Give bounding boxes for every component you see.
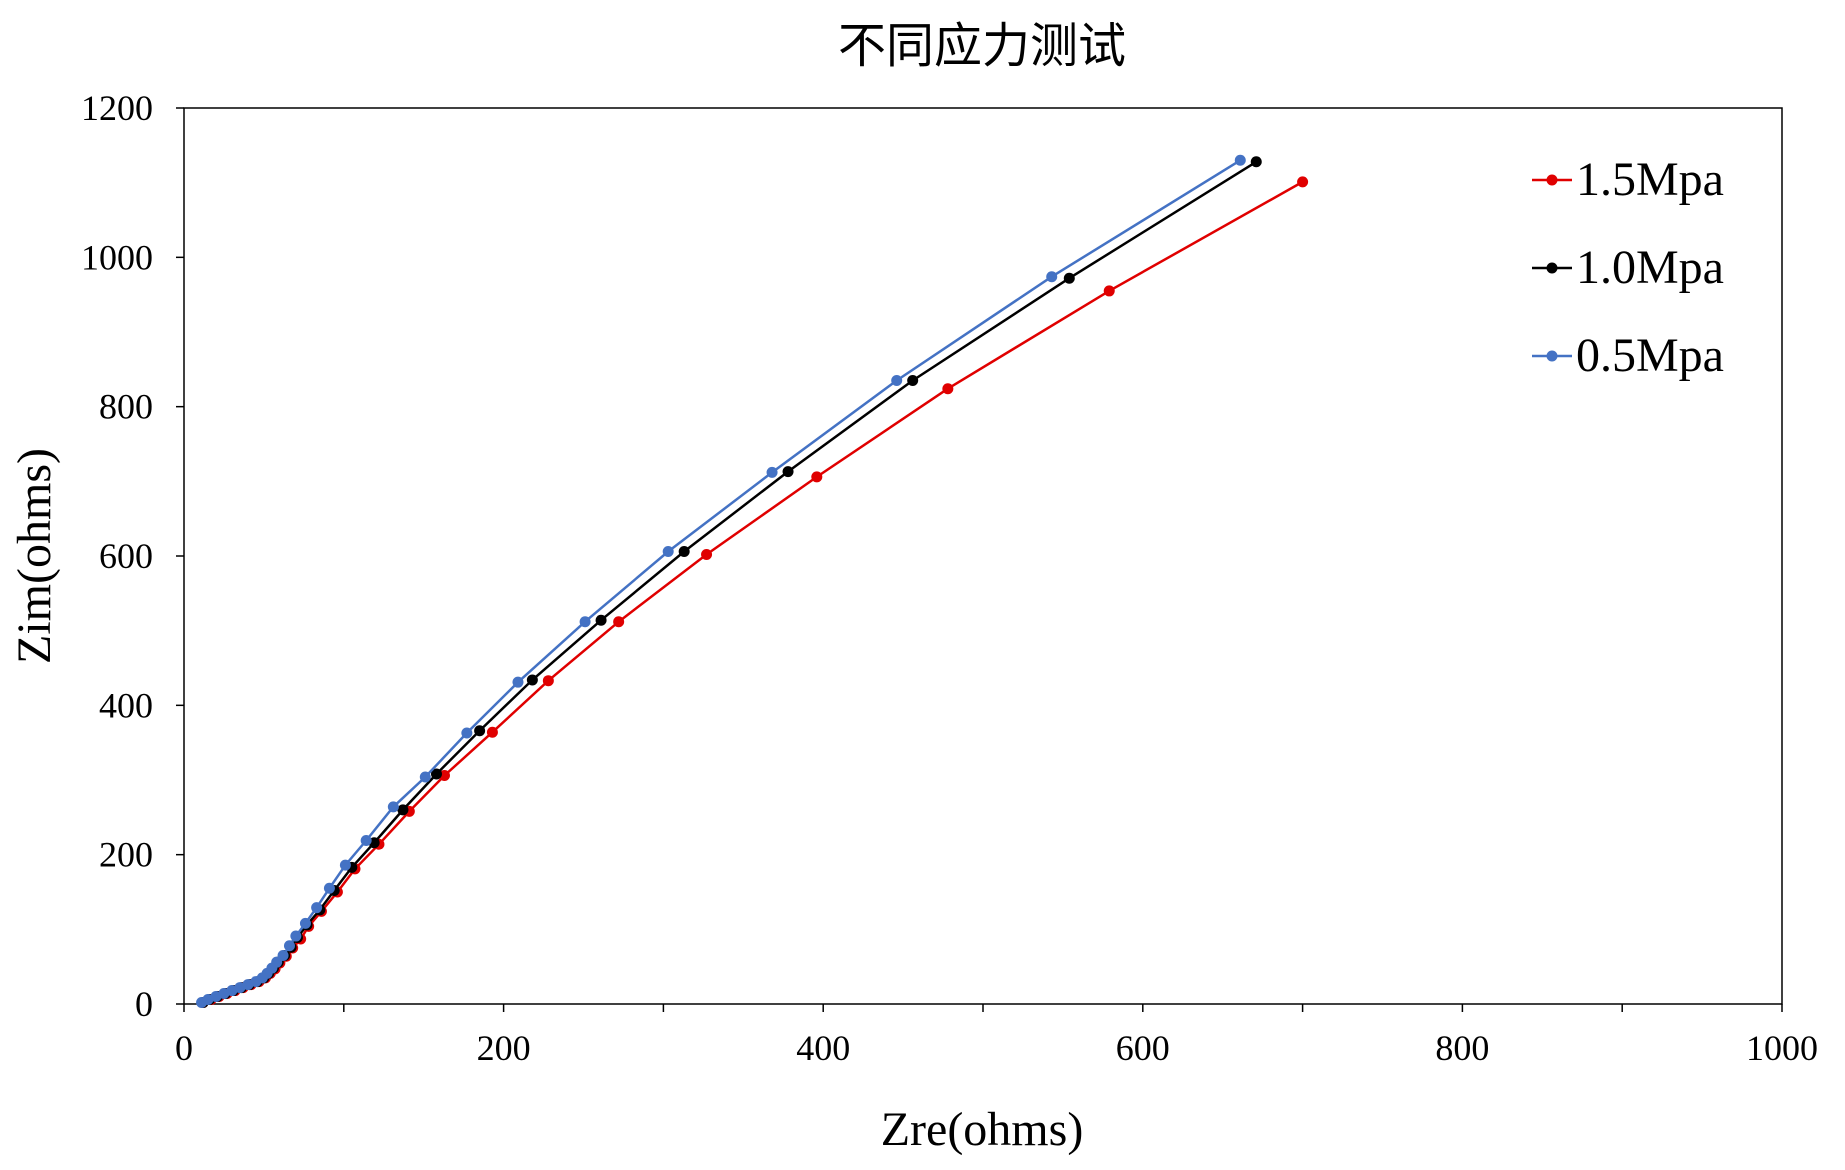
data-point-1-0mpa — [907, 375, 919, 387]
data-point-1-5mpa — [701, 549, 713, 561]
data-point-1-0mpa — [782, 466, 794, 478]
x-axis-title: Zre(ohms) — [881, 1103, 1084, 1156]
data-point-0-5mpa — [283, 940, 295, 952]
data-point-0-5mpa — [891, 375, 903, 387]
data-point-0-5mpa — [461, 727, 473, 739]
series-layer — [196, 154, 1309, 1009]
data-point-1-0mpa — [397, 804, 409, 816]
y-tick-label: 1200 — [81, 88, 153, 128]
y-tick-label: 600 — [99, 536, 153, 576]
x-axis: 0 200 400 600 800 1000 — [175, 1004, 1818, 1068]
x-tick-label: 0 — [175, 1028, 193, 1068]
x-tick-label: 600 — [1116, 1028, 1170, 1068]
legend-label-0-5mpa: 0.5Mpa — [1576, 329, 1724, 382]
data-point-0-5mpa — [323, 882, 335, 894]
data-point-0-5mpa — [419, 771, 431, 783]
data-point-0-5mpa — [387, 801, 399, 813]
legend-marker-1-0mpa — [1546, 262, 1558, 274]
data-point-0-5mpa — [1046, 271, 1058, 283]
data-point-0-5mpa — [339, 859, 351, 871]
data-point-0-5mpa — [360, 834, 372, 846]
chart-title: 不同应力测试 — [838, 18, 1126, 74]
data-point-1-5mpa — [542, 675, 554, 687]
y-tick-label: 400 — [99, 685, 153, 725]
legend-label-1-0mpa: 1.0Mpa — [1576, 241, 1724, 294]
data-point-0-5mpa — [766, 466, 778, 478]
data-point-1-0mpa — [1063, 272, 1075, 284]
y-axis-title: Zim(ohms) — [8, 448, 61, 664]
legend-marker-1-5mpa — [1546, 174, 1558, 186]
data-point-1-0mpa — [678, 546, 690, 558]
series-line-1-5mpa — [202, 180, 1304, 1004]
data-point-1-5mpa — [486, 726, 498, 738]
data-point-0-5mpa — [662, 546, 674, 558]
series-line-0-5mpa — [201, 159, 1241, 1004]
x-tick-label: 800 — [1435, 1028, 1489, 1068]
data-point-1-0mpa — [1250, 156, 1262, 168]
y-tick-label: 1000 — [81, 237, 153, 277]
data-point-0-5mpa — [512, 676, 524, 688]
data-point-0-5mpa — [311, 902, 323, 914]
x-tick-label: 200 — [477, 1028, 531, 1068]
legend-label-1-5mpa: 1.5Mpa — [1576, 153, 1724, 206]
series-line-1-0mpa — [202, 160, 1257, 1004]
data-point-0-5mpa — [290, 930, 302, 942]
data-point-0-5mpa — [277, 949, 289, 961]
y-tick-label: 800 — [99, 387, 153, 427]
data-point-0-5mpa — [579, 616, 591, 628]
x-tick-label: 400 — [796, 1028, 850, 1068]
y-tick-label: 0 — [135, 984, 153, 1024]
legend: 1.5Mpa 1.0Mpa 0.5Mpa — [1532, 153, 1724, 382]
data-point-1-5mpa — [1297, 176, 1309, 188]
data-point-1-5mpa — [1103, 285, 1115, 297]
data-point-1-0mpa — [526, 674, 538, 686]
plot-area — [183, 107, 1783, 1005]
data-point-1-5mpa — [613, 616, 625, 628]
data-point-1-0mpa — [595, 614, 607, 626]
data-point-0-5mpa — [299, 917, 311, 929]
data-point-1-0mpa — [430, 768, 442, 780]
data-point-1-5mpa — [942, 383, 954, 395]
y-tick-label: 200 — [99, 835, 153, 875]
data-point-1-5mpa — [811, 471, 823, 483]
data-point-1-0mpa — [474, 725, 486, 737]
y-axis: 0 200 400 600 800 1000 1200 — [81, 88, 184, 1024]
data-point-0-5mpa — [1234, 154, 1246, 166]
x-tick-label: 1000 — [1746, 1028, 1818, 1068]
legend-marker-0-5mpa — [1546, 350, 1558, 362]
